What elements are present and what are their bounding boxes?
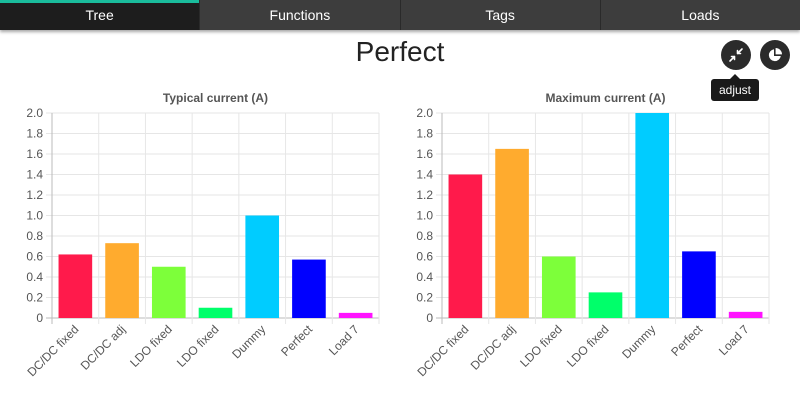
pie-chart-icon <box>768 48 782 62</box>
bar[interactable] <box>682 251 716 318</box>
tab-tags[interactable]: Tags <box>399 0 600 30</box>
y-tick-label: 0.4 <box>416 270 433 284</box>
y-tick-label: 0.6 <box>26 250 43 264</box>
bar[interactable] <box>58 254 93 318</box>
y-tick-label: 2.0 <box>416 106 433 120</box>
x-tick-label: DC/DC fixed <box>414 322 471 379</box>
y-tick-label: 1.6 <box>416 147 433 161</box>
bar[interactable] <box>105 243 139 318</box>
tab-loads[interactable]: Loads <box>599 0 800 30</box>
x-tick-label: DC/DC fixed <box>24 322 81 379</box>
bar[interactable] <box>151 266 186 318</box>
tab-bar: Tree Functions Tags Loads <box>0 0 800 30</box>
x-tick-label: Dummy <box>229 322 268 361</box>
y-tick-label: 1.0 <box>416 209 433 223</box>
chart-title: Maximum current (A) <box>545 91 665 105</box>
y-tick-label: 0.8 <box>416 229 433 243</box>
bar[interactable] <box>292 259 326 318</box>
bar[interactable] <box>338 312 373 318</box>
pie-chart-button[interactable] <box>760 40 790 70</box>
y-tick-label: 0.2 <box>416 291 433 305</box>
y-tick-label: 1.6 <box>26 147 43 161</box>
bar[interactable] <box>588 292 623 318</box>
y-tick-label: 1.4 <box>26 168 43 182</box>
tab-functions[interactable]: Functions <box>199 0 400 30</box>
x-tick-label: Dummy <box>619 322 658 361</box>
x-tick-label: Load 7 <box>326 322 362 358</box>
y-tick-label: 1.8 <box>26 127 43 141</box>
bar[interactable] <box>541 256 576 319</box>
x-tick-label: Perfect <box>278 322 315 359</box>
page-title: Perfect <box>355 36 445 67</box>
x-tick-label: LDO fixed <box>127 322 175 370</box>
x-tick-label: LDO fixed <box>174 322 222 370</box>
y-tick-label: 0 <box>36 311 43 325</box>
x-tick-label: LDO fixed <box>517 322 565 370</box>
y-tick-label: 1.4 <box>416 168 433 182</box>
chart-title: Typical current (A) <box>163 91 268 105</box>
bar[interactable] <box>198 307 233 318</box>
y-tick-label: 2.0 <box>26 106 43 120</box>
x-tick-label: Perfect <box>668 322 705 359</box>
y-tick-label: 0.2 <box>26 291 43 305</box>
y-tick-label: 0.6 <box>416 250 433 264</box>
y-tick-label: 1.0 <box>26 209 43 223</box>
y-tick-label: 1.2 <box>416 188 433 202</box>
bar[interactable] <box>495 148 529 318</box>
typical-current-chart: Typical current (A) 0 0.2 0.4 0.6 0.8 1.0 1.2 1.… <box>24 91 380 379</box>
compress-arrows-icon <box>729 48 743 62</box>
bar[interactable] <box>448 174 483 319</box>
tab-tree[interactable]: Tree <box>0 0 200 30</box>
bar[interactable] <box>635 113 670 318</box>
bar[interactable] <box>245 215 280 319</box>
adjust-button[interactable] <box>721 40 751 70</box>
x-tick-label: DC/DC adj <box>78 322 128 372</box>
x-tick-label: Load 7 <box>716 322 752 358</box>
x-tick-label: DC/DC adj <box>468 322 518 372</box>
y-tick-label: 1.8 <box>416 127 433 141</box>
bar[interactable] <box>728 311 763 318</box>
y-tick-label: 0 <box>426 311 433 325</box>
x-tick-label: LDO fixed <box>564 322 612 370</box>
y-tick-label: 1.2 <box>26 188 43 202</box>
y-tick-label: 0.8 <box>26 229 43 243</box>
maximum-current-chart: Maximum current (A) 0 0.2 0.4 0.6 0.8 1.0 1.2 1.… <box>414 91 770 379</box>
y-tick-label: 0.4 <box>26 270 43 284</box>
adjust-tooltip: adjust <box>711 74 759 101</box>
